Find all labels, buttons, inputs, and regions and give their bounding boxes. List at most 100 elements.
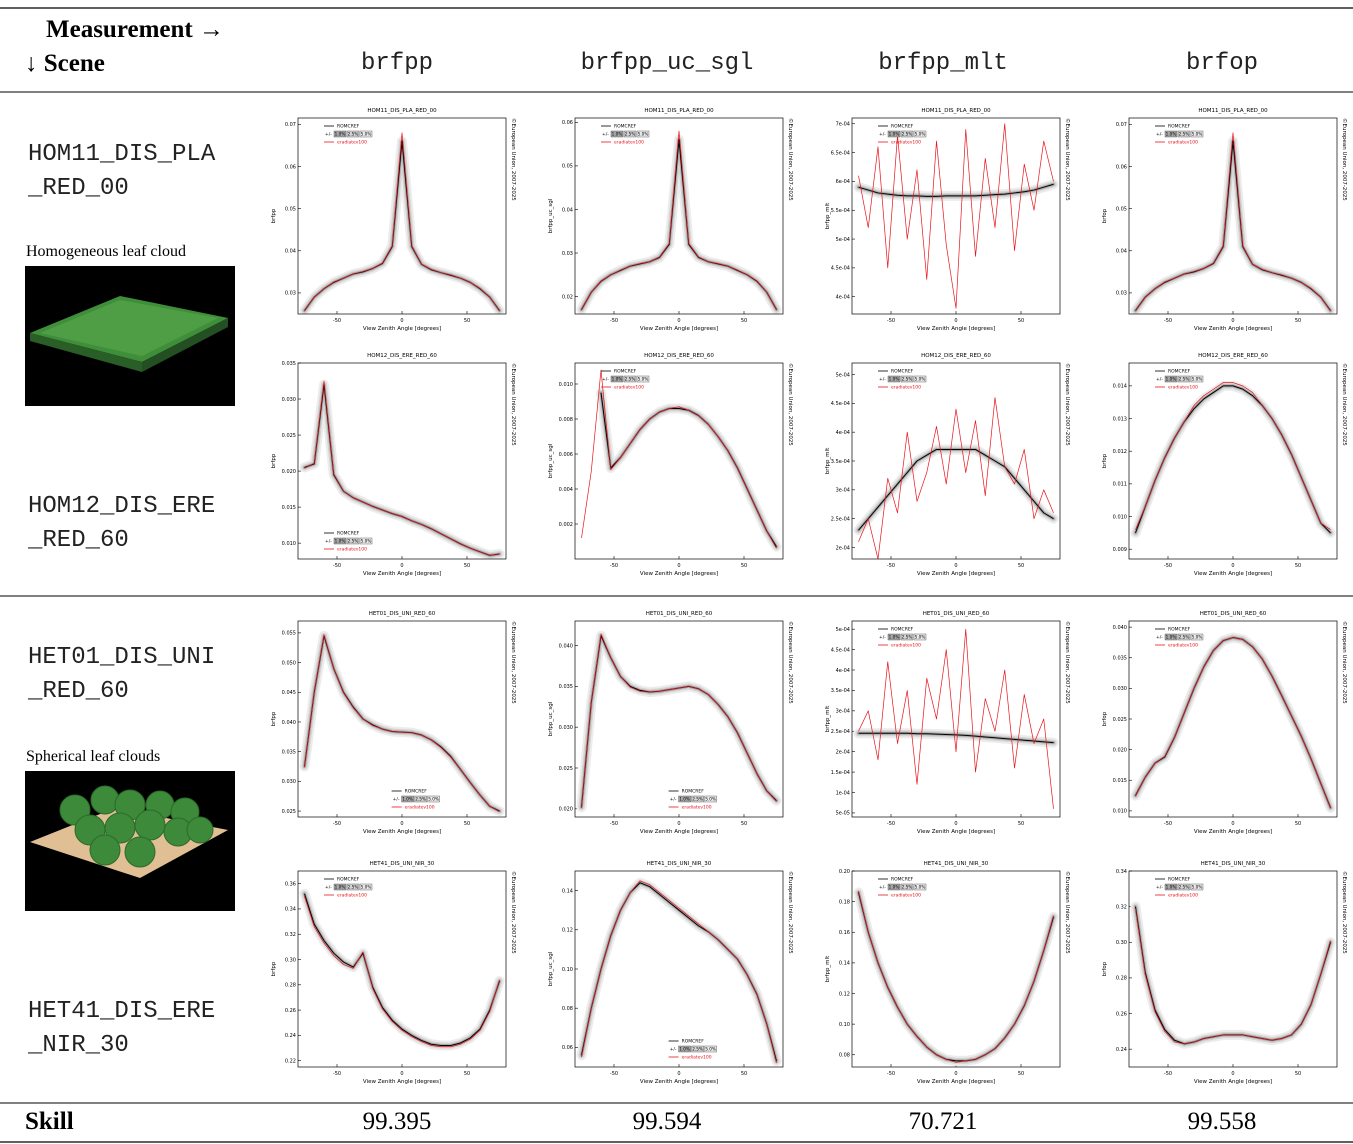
y-tick-label: 0.05 (562, 164, 573, 170)
series-line (581, 130, 777, 311)
y-axis-label: brfpp (271, 961, 277, 976)
legend-band-label: 5.0% (638, 377, 649, 382)
plot-frame (1128, 620, 1338, 818)
y-tick-label: 0.30 (285, 957, 296, 963)
legend-tolerance: +/- (670, 797, 677, 803)
legend-band-label: 1.0% (889, 377, 900, 382)
x-tick-label: 0 (400, 821, 403, 827)
legend-band-label: 2.5% (1179, 132, 1190, 137)
y-tick-label: 0.008 (559, 417, 573, 423)
y-tick-label: 0.013 (1113, 416, 1127, 422)
x-tick-label: 0 (954, 821, 957, 827)
tolerance-band (303, 383, 501, 557)
y-tick-label: 0.006 (559, 452, 573, 458)
chart: HET41_DIS_UNI_NIR_30 View Zenith Angle [d… (825, 861, 1071, 1085)
y-tick-label: 0.045 (282, 690, 296, 696)
y-tick-label: 0.040 (559, 643, 573, 649)
skill-value: 99.594 (632, 1108, 702, 1135)
y-tick-label: 5e-04 (836, 237, 850, 243)
plot-frame (297, 620, 507, 818)
series-line (858, 628, 1054, 809)
y-axis-label: brfpp_mlt (825, 955, 831, 982)
scene-name: HOM12_DIS_ERE_RED_60 (28, 493, 216, 554)
column-header: brfpp_uc_sgl (580, 50, 754, 77)
x-axis-label: View Zenith Angle [degrees] (640, 326, 718, 332)
legend-band-label: 1.0% (1166, 377, 1177, 382)
legend-band (1190, 633, 1204, 641)
x-axis-label: View Zenith Angle [degrees] (917, 571, 995, 577)
copyright: ©European Union, 2007-2025 (787, 871, 794, 954)
chart: HOM11_DIS_PLA_RED_00 View Zenith Angle [d… (825, 108, 1071, 332)
legend-band (623, 130, 637, 138)
y-tick-label: 0.16 (839, 930, 850, 936)
tolerance-band (299, 888, 505, 1051)
y-tick-label: 5e-05 (836, 811, 850, 817)
skill-label: Skill (25, 1108, 74, 1135)
y-tick-label: 0.040 (282, 720, 296, 726)
legend-band-label: 2.5% (1179, 377, 1190, 382)
chart: HET01_DIS_UNI_RED_60 View Zenith Angle [d… (825, 611, 1071, 835)
legend-label: eradiatev100 (337, 893, 367, 899)
x-axis-label: View Zenith Angle [degrees] (1194, 326, 1272, 332)
x-tick-label: 50 (741, 821, 747, 827)
x-axis-label: View Zenith Angle [degrees] (640, 829, 718, 835)
y-axis-label: brfpp_uc_sgl (548, 701, 554, 736)
legend-band (1190, 883, 1204, 891)
y-tick-label: 4e-04 (836, 668, 850, 674)
y-axis-label: brfpp (271, 208, 277, 223)
x-tick-label: 0 (400, 318, 403, 324)
chart-title: HET01_DIS_UNI_RED_60 (369, 611, 436, 617)
legend-band-label: 5.0% (361, 539, 372, 544)
x-tick-label: 50 (1018, 821, 1024, 827)
legend-band (678, 1045, 691, 1053)
x-tick-label: 50 (1295, 563, 1301, 569)
scene-image (25, 771, 235, 911)
x-tick-label: -50 (333, 821, 341, 827)
chart-title: HOM11_DIS_PLA_RED_00 (1198, 108, 1268, 114)
scene-description: Homogeneous leaf cloud (26, 243, 186, 260)
legend-band (1164, 883, 1178, 891)
y-tick-label: 0.014 (1113, 384, 1127, 390)
chart: HOM12_DIS_ERE_RED_60 View Zenith Angle [d… (1102, 353, 1348, 577)
x-axis-label: View Zenith Angle [degrees] (1194, 829, 1272, 835)
plot-frame (574, 620, 784, 818)
legend-tolerance: +/- (1156, 132, 1163, 138)
x-tick-label: 0 (1231, 821, 1234, 827)
y-axis-label: brfop (1102, 453, 1108, 468)
y-axis-label: brfpp_mlt (825, 447, 831, 474)
y-tick-label: 0.035 (282, 361, 296, 367)
copyright: ©European Union, 2007-2025 (1341, 871, 1348, 954)
series-line (1135, 132, 1331, 312)
chart-title: HOM12_DIS_ERE_RED_60 (644, 353, 714, 359)
y-tick-label: 0.010 (1113, 514, 1127, 520)
tolerance-band (1132, 138, 1334, 314)
column-header: brfop (1185, 50, 1258, 77)
legend-label: ROMCREF (1168, 369, 1191, 375)
legend-band-label: 2.5% (625, 132, 636, 137)
series-line (1135, 382, 1331, 530)
copyright: ©European Union, 2007-2025 (510, 621, 517, 704)
y-tick-label: 0.02 (562, 294, 573, 300)
copyright: ©European Union, 2007-2025 (1064, 363, 1071, 446)
legend-label: eradiatev100 (1168, 385, 1198, 391)
legend-band-label: 2.5% (902, 635, 913, 640)
x-tick-label: -50 (887, 318, 895, 324)
series-line (304, 893, 500, 1046)
x-axis-label: View Zenith Angle [degrees] (363, 571, 441, 577)
chart-title: HET01_DIS_UNI_RED_60 (646, 611, 713, 617)
column-header: brfpp (360, 50, 433, 77)
series-line (1135, 637, 1331, 809)
legend-band (887, 375, 901, 383)
legend-label: ROMCREF (891, 627, 914, 633)
y-tick-label: 5.5e-04 (831, 208, 850, 214)
copyright: ©European Union, 2007-2025 (787, 118, 794, 201)
copyright: ©European Union, 2007-2025 (510, 363, 517, 446)
legend-band (900, 130, 914, 138)
tolerance-band (1134, 384, 1332, 535)
legend-band-label: 5.0% (428, 797, 439, 802)
x-tick-label: 50 (464, 318, 470, 324)
x-tick-label: 0 (677, 821, 680, 827)
y-tick-label: 0.025 (282, 433, 296, 439)
y-tick-label: 0.020 (282, 469, 296, 475)
